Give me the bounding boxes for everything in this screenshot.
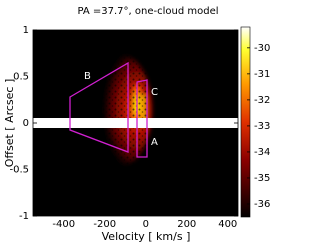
annotation: B — [84, 71, 91, 82]
annotation: A — [151, 137, 158, 148]
colorbar-tick-label: -31 — [254, 69, 270, 80]
x-tick-label: 0 — [143, 219, 149, 230]
annotation: C — [151, 87, 158, 98]
x-tick-label: -200 — [93, 219, 116, 230]
x-tick-label: -400 — [52, 219, 75, 230]
region-outline — [136, 79, 148, 158]
region-outline — [69, 61, 129, 153]
y-tick-label: 0 — [23, 118, 29, 129]
colorbar — [240, 26, 251, 218]
y-tick-label: -1 — [19, 211, 29, 222]
chart-title: PA =37.7°, one-cloud model — [77, 6, 218, 17]
colorbar-tick-label: -34 — [254, 147, 270, 158]
x-axis-label: Velocity [ km/s ] — [102, 230, 191, 243]
colorbar-tick-label: -32 — [254, 95, 270, 106]
y-axis-label: Offset [ Arcsec ] — [3, 79, 16, 168]
plot-area: B C A — [32, 29, 239, 217]
colorbar-tick-label: -36 — [254, 199, 270, 210]
x-tick-label: 400 — [218, 219, 237, 230]
y-tick-label: -0.5 — [9, 165, 29, 176]
colorbar-tick-label: -33 — [254, 121, 270, 132]
y-tick-label: 1 — [23, 25, 29, 36]
colorbar-tick-label: -35 — [254, 173, 270, 184]
slit-gap — [33, 118, 238, 128]
y-tick-label: 0.5 — [13, 72, 29, 83]
x-tick-label: 200 — [177, 219, 196, 230]
chart: PA =37.7°, one-cloud model B C A Velocit… — [3, 6, 270, 243]
colorbar-tick-label: -30 — [254, 43, 270, 54]
emission-texture — [95, 55, 147, 165]
